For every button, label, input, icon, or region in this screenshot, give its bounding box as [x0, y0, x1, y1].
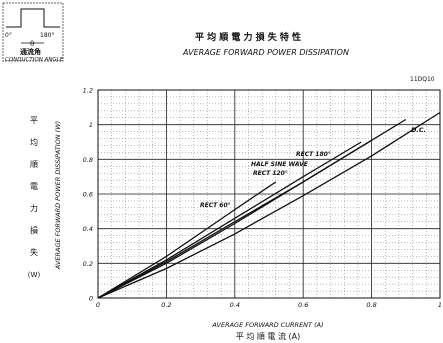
ylabel-jp-char-4: 力	[30, 203, 38, 213]
y-tick-label: 0	[89, 295, 93, 303]
x-axis-label-jp: 平 均 順 電 流 (A)	[236, 331, 300, 341]
x-axis-label: AVERAGE FORWARD CURRENT (A)	[211, 321, 323, 329]
y-tick-label: 0.2	[83, 260, 93, 268]
annotation-dc: D.C.	[411, 126, 426, 134]
x-tick-label: 0.4	[230, 301, 240, 309]
conduction-angle-inset: 0° 180° θ 通流角 CONDUCTION ANGLE	[2, 2, 64, 63]
x-tick-label: 0	[96, 301, 100, 309]
inset-waveform	[6, 8, 60, 28]
ylabel-jp-char-7: (W)	[28, 271, 41, 279]
annotation-rect-180: RECT 180°	[296, 151, 331, 158]
chart-title: AVERAGE FORWARD POWER DISSIPATION	[182, 48, 349, 57]
title-jp: 平 均 順 電 力 損 失 特 性	[195, 31, 301, 43]
y-axis-label: AVERAGE FORWARD POWER DISSIPATION (W)	[54, 121, 62, 270]
annotation-rect-60: RECT 60°	[200, 202, 231, 209]
y-tick-label: 1	[89, 121, 93, 129]
x-tick-label: 0.2	[161, 301, 171, 309]
inset-border	[2, 2, 64, 62]
series-rect-120	[97, 141, 362, 299]
y-tick-label: 1.2	[83, 87, 93, 95]
series-rect-180	[97, 118, 407, 299]
part-number: 11DQ10	[410, 76, 435, 83]
ylabel-jp-char-0: 平	[30, 116, 38, 125]
ylabel-jp-char-2: 順	[30, 160, 38, 169]
inset-jp-label: 通流角	[20, 47, 41, 56]
plot-frame	[97, 89, 441, 299]
ylabel-jp-char-3: 電	[30, 182, 38, 191]
series-d-c	[97, 111, 441, 299]
inset-theta: θ	[30, 40, 34, 48]
series-rect-60	[97, 181, 277, 299]
annotation-half-sine: HALF SINE WAVE	[251, 161, 309, 168]
tick-labels: 0 0.2 0.4 0.6 0.8 1 0 0.2 0.4 0.6 0.8 1 1.2	[83, 87, 442, 310]
series-lines	[97, 111, 441, 299]
x-tick-label: 0.6	[298, 301, 308, 309]
ylabel-jp-char-1: 均	[30, 137, 38, 147]
inset-right-deg: 180°	[40, 32, 54, 39]
y-axis-label-jp: 平 均 順 電 力 損 失 (W)	[28, 116, 41, 279]
y-tick-label: 0.4	[83, 225, 93, 233]
series-half-sine-wave	[97, 139, 372, 299]
inset-left-deg: 0°	[5, 32, 12, 39]
x-tick-label: 0.8	[366, 301, 376, 309]
y-tick-label: 0.8	[83, 156, 93, 164]
y-tick-label: 0.6	[83, 191, 93, 199]
x-tick-label: 1	[438, 301, 442, 309]
annotation-rect-120: RECT 120°	[253, 170, 288, 177]
ylabel-jp-char-6: 失	[30, 247, 38, 257]
inset-en-label: CONDUCTION ANGLE	[5, 57, 64, 63]
ylabel-jp-char-5: 損	[30, 225, 38, 235]
